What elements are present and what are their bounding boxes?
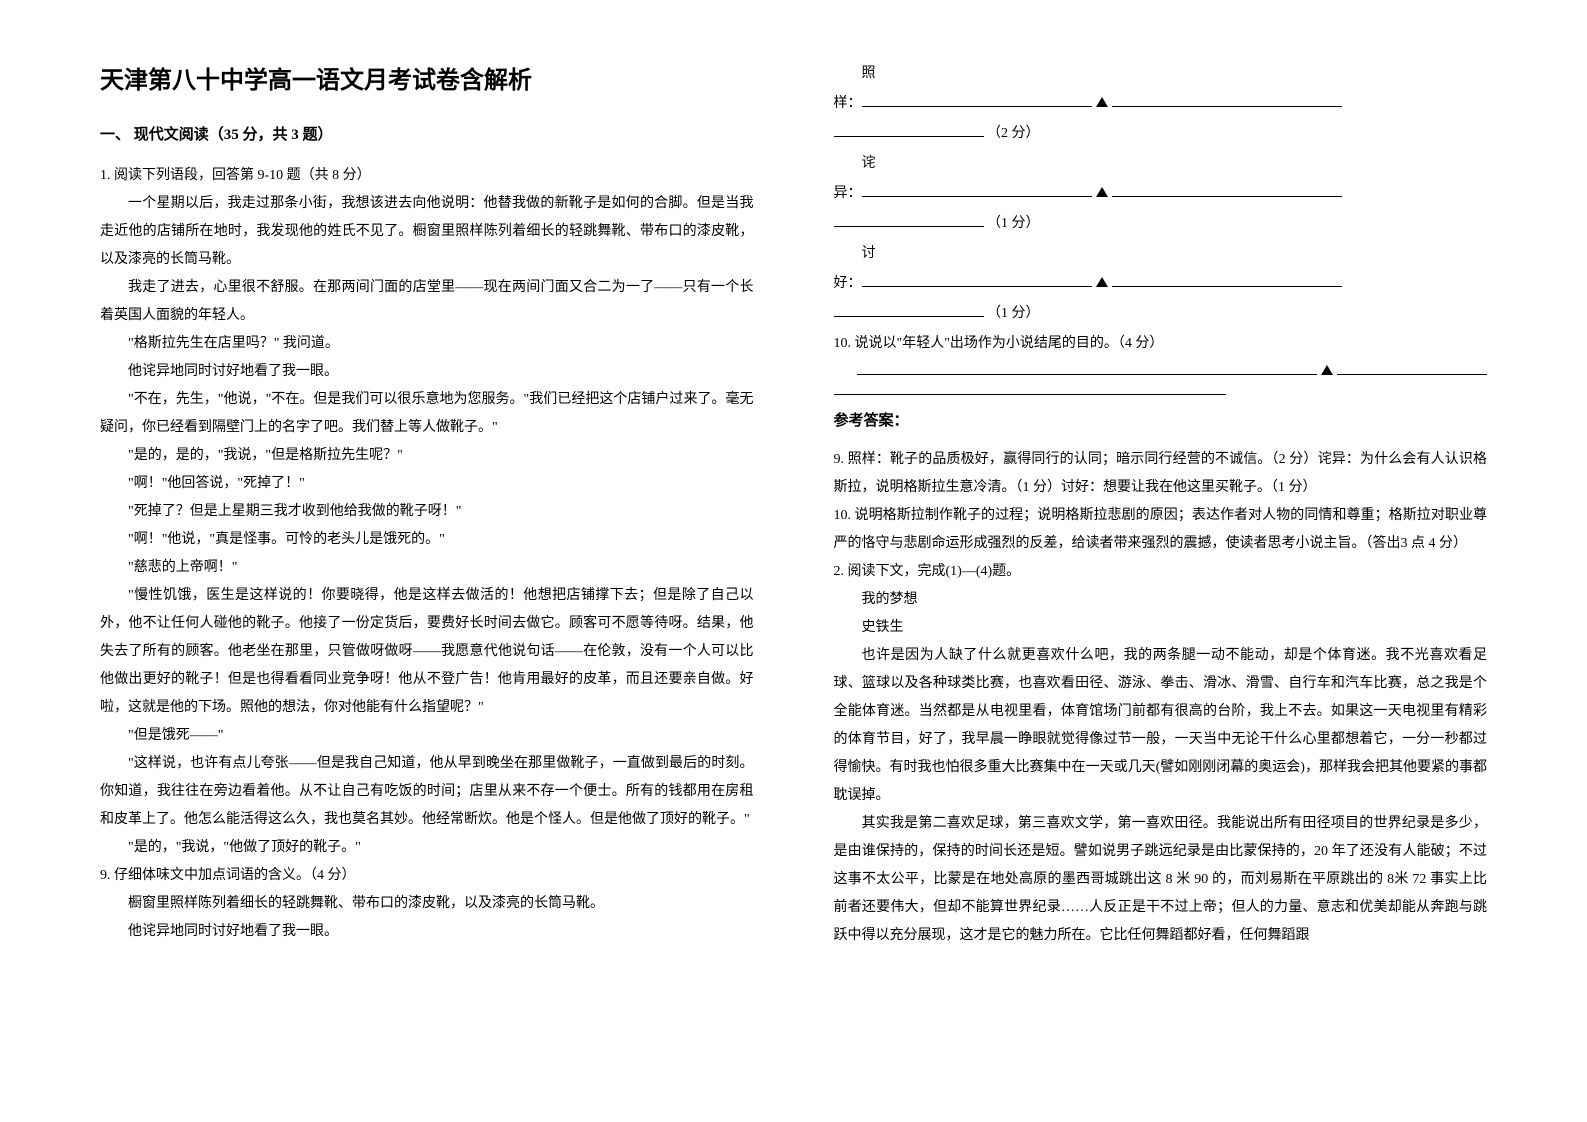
taohao-label: 好：: [834, 276, 862, 291]
question-9-line2: 他诧异地同时讨好地看了我一眼。: [100, 918, 754, 946]
passage-p4: 他诧异地同时讨好地看了我一眼。: [100, 358, 754, 386]
passage-p8: "死掉了？但是上星期三我才收到他给我做的靴子呀！": [100, 498, 754, 526]
exam-title: 天津第八十中学高一语文月考试卷含解析: [100, 60, 754, 95]
passage-p9: "啊！"他说，"真是怪事。可怜的老头儿是饿死的。": [100, 526, 754, 554]
divider-line: [834, 394, 1226, 395]
question-2-intro: 2. 阅读下文，完成(1)—(4)题。: [834, 558, 1488, 586]
zhaoyang-score-row: （2 分）: [834, 120, 1488, 148]
score-2: （2 分）: [987, 126, 1040, 141]
question-9-intro: 9. 仔细体味文中加点词语的含义。（4 分）: [100, 862, 754, 890]
blank-line: [1112, 93, 1342, 107]
section-1-heading: 一、 现代文阅读（35 分，共 3 题）: [100, 123, 754, 144]
chayi-label-top: 诧: [834, 150, 1488, 178]
passage-p3: "格斯拉先生在店里吗？" 我问道。: [100, 330, 754, 358]
triangle-marker-icon: [1096, 277, 1108, 287]
triangle-marker-icon: [1096, 97, 1108, 107]
blank-line: [862, 93, 1092, 107]
answer-key-heading: 参考答案：: [834, 409, 1488, 430]
triangle-marker-icon: [1321, 365, 1333, 375]
essay-title: 我的梦想: [834, 586, 1488, 614]
blank-line: [862, 183, 1092, 197]
chayi-score-row: （1 分）: [834, 210, 1488, 238]
passage-p5: "不在，先生，"他说，"不在。但是我们可以很乐意地为您服务。"我们已经把这个店铺…: [100, 386, 754, 442]
taohao-label-top: 讨: [834, 240, 1488, 268]
passage-p12: "但是饿死——": [100, 722, 754, 750]
blank-line: [834, 303, 984, 317]
blank-line: [1112, 273, 1342, 287]
blank-line: [857, 361, 1317, 375]
blank-line: [862, 273, 1092, 287]
chayi-blank-row: 异：: [834, 180, 1488, 208]
blank-line: [1112, 183, 1342, 197]
taohao-score-row: （1 分）: [834, 300, 1488, 328]
passage-p11: "慢性饥饿，医生是这样说的！你要晓得，他是这样去做活的！他想把店铺撑下去；但是除…: [100, 582, 754, 722]
answer-9: 9. 照样：靴子的品质极好，赢得同行的认同；暗示同行经营的不诚信。（2 分）诧异…: [834, 446, 1488, 502]
zhaoyang-label-top: 照: [834, 60, 1488, 88]
passage-p7: "啊！"他回答说，"死掉了！": [100, 470, 754, 498]
answer-10: 10. 说明格斯拉制作靴子的过程；说明格斯拉悲剧的原因；表达作者对人物的同情和尊…: [834, 502, 1488, 558]
blank-line: [834, 123, 984, 137]
essay-p2: 其实我是第二喜欢足球，第三喜欢文学，第一喜欢田径。我能说出所有田径项目的世界纪录…: [834, 810, 1488, 950]
right-column: 照 样： （2 分） 诧 异： （1 分） 讨 好： （1 分） 10. 说说以…: [834, 60, 1488, 1062]
essay-p1: 也许是因为人缺了什么就更喜欢什么吧，我的两条腿一动不能动，却是个体育迷。我不光喜…: [834, 642, 1488, 810]
blank-line: [1337, 361, 1487, 375]
score-1b: （1 分）: [987, 306, 1040, 321]
passage-p1: 一个星期以后，我走过那条小街，我想该进去向他说明：他替我做的新靴子是如何的合脚。…: [100, 190, 754, 274]
question-10-intro: 10. 说说以"年轻人"出场作为小说结尾的目的。（4 分）: [834, 330, 1488, 358]
chayi-label: 异：: [834, 186, 862, 201]
score-1a: （1 分）: [987, 216, 1040, 231]
question-9-line1: 橱窗里照样陈列着细长的轻跳舞靴、带布口的漆皮靴，以及漆亮的长筒马靴。: [100, 890, 754, 918]
passage-p10: "慈悲的上帝啊！": [100, 554, 754, 582]
essay-author: 史铁生: [834, 614, 1488, 642]
taohao-blank-row: 好：: [834, 270, 1488, 298]
left-column: 天津第八十中学高一语文月考试卷含解析 一、 现代文阅读（35 分，共 3 题） …: [100, 60, 754, 1062]
passage-p14: "是的，"我说，"他做了顶好的靴子。": [100, 834, 754, 862]
zhaoyang-blank-row: 样：: [834, 90, 1488, 118]
triangle-marker-icon: [1096, 187, 1108, 197]
blank-line: [834, 213, 984, 227]
passage-p2: 我走了进去，心里很不舒服。在那两间门面的店堂里——现在两间门面又合二为一了——只…: [100, 274, 754, 330]
q10-blank-row: [834, 358, 1488, 386]
passage-p6: "是的，是的，"我说，"但是格斯拉先生呢？": [100, 442, 754, 470]
passage-p13: "这样说，也许有点儿夸张——但是我自己知道，他从早到晚坐在那里做靴子，一直做到最…: [100, 750, 754, 834]
question-1-intro: 1. 阅读下列语段，回答第 9-10 题（共 8 分）: [100, 162, 754, 190]
zhaoyang-label: 样：: [834, 96, 862, 111]
